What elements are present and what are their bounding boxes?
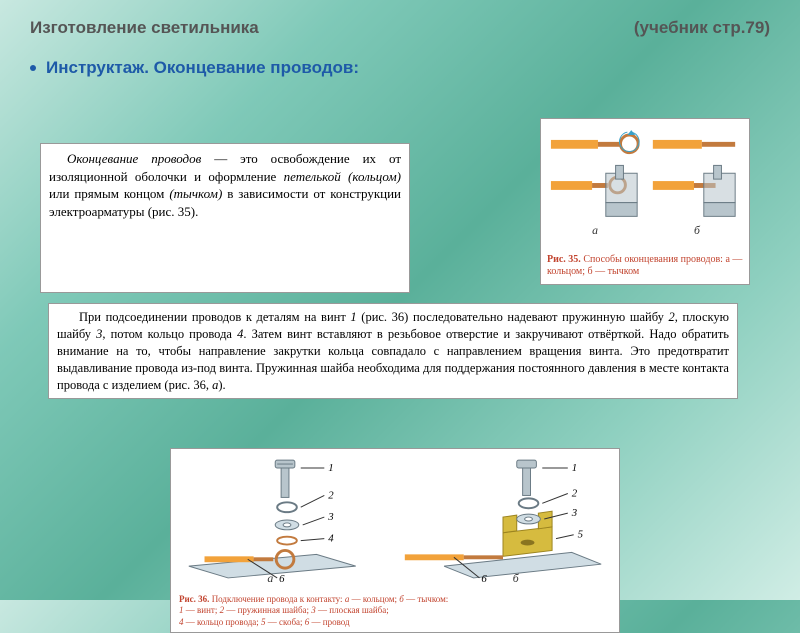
svg-text:2: 2 [328, 489, 334, 501]
svg-text:1: 1 [572, 462, 577, 474]
svg-text:а: а [267, 572, 273, 585]
fig35-label-b: б [694, 224, 701, 237]
section-heading: Инструктаж. Оконцевание проводов: [46, 58, 359, 78]
svg-text:3: 3 [327, 511, 334, 523]
svg-text:6: 6 [279, 573, 285, 585]
svg-text:6: 6 [481, 573, 487, 585]
svg-text:3: 3 [571, 507, 578, 519]
page-title-right: (учебник стр.79) [634, 18, 770, 38]
svg-text:4: 4 [328, 533, 334, 545]
svg-text:1: 1 [328, 462, 333, 474]
figure-36-panel: 1 2 3 4 6 а [170, 448, 620, 633]
svg-text:б: б [513, 572, 520, 585]
svg-text:5: 5 [578, 529, 584, 541]
figure-35-svg: а б [547, 125, 743, 245]
procedure-text-panel: При подсоединении проводов к деталям на … [48, 303, 738, 399]
figure-35-caption: Рис. 35. Способы оконцевания проводов: а… [547, 254, 743, 278]
bullet-dot [30, 65, 36, 71]
svg-text:2: 2 [572, 487, 578, 499]
fig35-label-a: а [592, 224, 598, 237]
page-title-left: Изготовление светильника [30, 18, 259, 38]
figure-36-caption: Рис. 36. Подключение провода к контакту:… [179, 594, 611, 628]
figure-36-svg: 1 2 3 4 6 а [179, 455, 611, 585]
definition-text-panel: Оконцевание проводов — это осво­бождение… [40, 143, 410, 293]
figure-35-panel: а б Рис. 35. Способы оконцевания проводо… [540, 118, 750, 285]
